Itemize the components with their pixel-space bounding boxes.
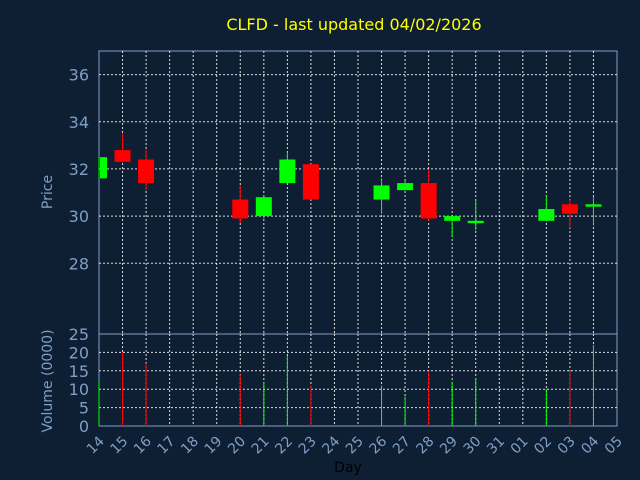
- x-tick-label: 02: [531, 434, 555, 458]
- candle-body: [397, 183, 414, 191]
- volume-tick-label: 0: [79, 417, 89, 436]
- candle-body: [232, 199, 249, 219]
- price-tick-label: 36: [69, 66, 89, 85]
- x-tick-label: 15: [107, 434, 131, 458]
- x-tick-label: 17: [155, 434, 179, 458]
- candle-body: [467, 220, 484, 224]
- candle-body: [255, 197, 272, 217]
- x-tick-label: 16: [131, 433, 155, 457]
- volume-tick-label: 15: [69, 362, 89, 381]
- x-tick-label: 01: [508, 434, 532, 458]
- candles: [98, 133, 602, 238]
- candle-body: [538, 209, 555, 221]
- price-tick-label: 25: [69, 325, 89, 344]
- volume-axis-label: Volume (0000): [40, 329, 56, 432]
- volume-tick-label: 5: [79, 399, 89, 418]
- x-tick-label: 22: [272, 434, 296, 458]
- x-tick-label: 24: [319, 433, 343, 457]
- candle-body: [279, 159, 296, 184]
- price-axis-label: Price: [40, 175, 56, 209]
- price-y-ticks: 28 30 32 34 36 25: [69, 66, 89, 344]
- x-ticks: 14 15 16 17 18 19 20 21 22 23 24 25 26 27 28 29 30 31 01 02…: [84, 433, 626, 457]
- x-tick-label: 27: [390, 434, 414, 458]
- x-tick-label: 19: [202, 434, 226, 458]
- candle-body: [585, 204, 602, 207]
- volume-tick-label: 10: [69, 380, 89, 399]
- volume-tick-label: 20: [69, 343, 89, 362]
- x-tick-label: 30: [461, 434, 485, 458]
- volume-bars: [98, 345, 594, 426]
- x-axis-label: Day: [334, 460, 362, 476]
- candle-body: [114, 150, 131, 162]
- price-grid: [99, 51, 617, 334]
- price-tick-label: 34: [69, 113, 89, 132]
- x-tick-label: 05: [602, 434, 626, 458]
- x-tick-label: 04: [578, 433, 602, 457]
- candle-body: [138, 159, 155, 184]
- candle-body: [302, 164, 319, 200]
- x-tick-label: 14: [84, 433, 108, 457]
- x-tick-label: 31: [484, 434, 508, 458]
- price-tick-label: 28: [69, 254, 89, 273]
- candle-body: [373, 185, 390, 200]
- x-tick-label: 21: [249, 434, 273, 458]
- candle-body: [420, 183, 437, 219]
- candle-body: [444, 216, 461, 221]
- x-tick-label: 28: [414, 434, 438, 458]
- volume-grid: [99, 334, 617, 426]
- x-tick-label: 26: [366, 433, 390, 457]
- x-tick-label: 03: [555, 434, 579, 458]
- price-panel: 28 30 32 34 36 25 Price: [40, 50, 618, 344]
- x-tick-label: 23: [296, 434, 320, 458]
- price-tick-label: 30: [69, 207, 89, 226]
- x-tick-label: 25: [343, 434, 367, 458]
- price-tick-label: 32: [69, 160, 89, 179]
- chart-title: CLFD - last updated 04/02/2026: [226, 15, 481, 34]
- candle-body: [561, 204, 578, 214]
- x-tick-label: 29: [437, 434, 461, 458]
- x-tick-label: 20: [225, 434, 249, 458]
- candle-body: [100, 157, 107, 179]
- x-tick-label: 18: [178, 434, 202, 458]
